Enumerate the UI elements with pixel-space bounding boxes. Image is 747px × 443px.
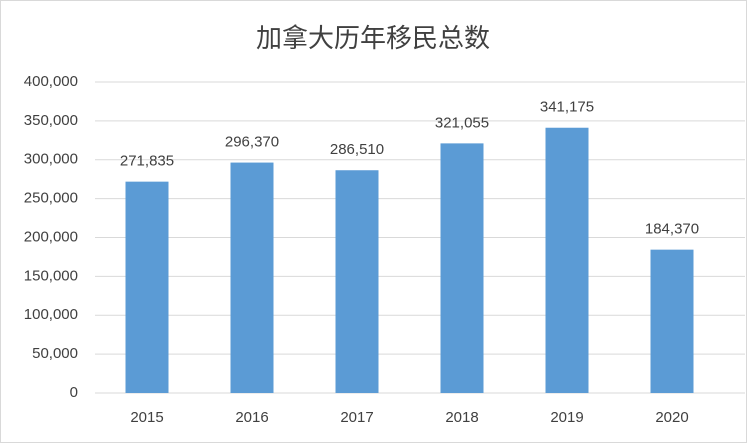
y-tick-label: 200,000 (24, 228, 78, 245)
y-tick-label: 250,000 (24, 190, 78, 207)
x-tick-label: 2015 (130, 409, 163, 426)
bar (230, 162, 274, 393)
data-label: 184,370 (645, 221, 699, 238)
bar (545, 127, 589, 393)
y-tick-label: 300,000 (24, 151, 78, 168)
chart-title: 加拿大历年移民总数 (256, 23, 490, 53)
data-label: 286,510 (330, 141, 384, 158)
y-tick-label: 150,000 (24, 267, 78, 284)
data-label: 321,055 (435, 114, 489, 131)
bar (440, 143, 484, 393)
y-tick-label: 0 (70, 384, 78, 401)
y-tick-label: 350,000 (24, 112, 78, 129)
bar (650, 249, 694, 393)
y-tick-label: 50,000 (32, 345, 78, 362)
x-tick-label: 2020 (655, 409, 688, 426)
data-label: 271,835 (120, 153, 174, 170)
data-label: 296,370 (225, 134, 279, 151)
y-tick-label: 400,000 (24, 73, 78, 90)
bar (335, 170, 379, 393)
bar (125, 181, 169, 393)
x-tick-label: 2016 (235, 409, 268, 426)
y-tick-label: 100,000 (24, 306, 78, 323)
x-tick-label: 2019 (550, 409, 583, 426)
x-tick-label: 2018 (445, 409, 478, 426)
data-label: 341,175 (540, 99, 594, 116)
x-tick-label: 2017 (340, 409, 373, 426)
